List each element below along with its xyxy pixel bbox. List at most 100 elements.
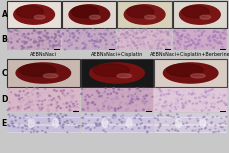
Ellipse shape (187, 45, 188, 46)
Ellipse shape (214, 40, 215, 41)
Ellipse shape (200, 46, 201, 47)
Ellipse shape (222, 31, 223, 32)
Ellipse shape (28, 119, 34, 127)
Ellipse shape (146, 95, 147, 96)
Ellipse shape (52, 45, 54, 46)
Ellipse shape (24, 37, 26, 38)
Ellipse shape (214, 125, 215, 126)
Ellipse shape (217, 97, 218, 98)
Ellipse shape (162, 106, 164, 107)
Ellipse shape (211, 103, 212, 104)
Ellipse shape (100, 36, 101, 37)
Bar (154, 127, 226, 128)
Ellipse shape (39, 108, 40, 109)
Ellipse shape (85, 114, 86, 115)
Text: AEBNsNaci: AEBNsNaci (30, 52, 57, 57)
Ellipse shape (156, 118, 157, 119)
Ellipse shape (144, 128, 145, 129)
Ellipse shape (91, 43, 93, 44)
Ellipse shape (118, 40, 119, 41)
Ellipse shape (216, 38, 217, 39)
Bar (80, 116, 153, 118)
Ellipse shape (15, 120, 16, 121)
Bar (154, 114, 226, 116)
Ellipse shape (118, 90, 120, 91)
Ellipse shape (126, 119, 131, 127)
Ellipse shape (142, 109, 144, 110)
Ellipse shape (136, 98, 137, 99)
Ellipse shape (24, 43, 25, 44)
Ellipse shape (157, 45, 158, 47)
Ellipse shape (12, 125, 13, 126)
Bar (7, 1, 61, 28)
Ellipse shape (32, 33, 33, 34)
Ellipse shape (177, 91, 178, 92)
Ellipse shape (174, 109, 175, 110)
Ellipse shape (18, 95, 19, 96)
Ellipse shape (43, 48, 45, 49)
Ellipse shape (32, 127, 33, 128)
Ellipse shape (135, 33, 137, 34)
Ellipse shape (188, 93, 189, 94)
Ellipse shape (220, 100, 221, 101)
Ellipse shape (58, 118, 60, 119)
Ellipse shape (89, 38, 90, 39)
Ellipse shape (61, 91, 62, 92)
Ellipse shape (173, 31, 175, 32)
Ellipse shape (177, 117, 178, 118)
Ellipse shape (94, 30, 95, 31)
Ellipse shape (37, 45, 39, 46)
Ellipse shape (111, 107, 112, 108)
Ellipse shape (133, 34, 134, 35)
Ellipse shape (165, 48, 166, 49)
Ellipse shape (202, 96, 203, 97)
Ellipse shape (150, 31, 152, 32)
Bar (7, 127, 79, 128)
Ellipse shape (121, 121, 122, 122)
Ellipse shape (40, 109, 42, 110)
Ellipse shape (140, 38, 142, 39)
Ellipse shape (62, 103, 64, 105)
Ellipse shape (71, 29, 72, 30)
Ellipse shape (77, 30, 79, 31)
Ellipse shape (17, 106, 19, 107)
Bar (80, 119, 153, 121)
Ellipse shape (95, 123, 97, 124)
Ellipse shape (194, 31, 195, 32)
Ellipse shape (156, 33, 157, 34)
Ellipse shape (214, 128, 215, 129)
Ellipse shape (40, 40, 41, 41)
Ellipse shape (160, 92, 162, 93)
Ellipse shape (222, 48, 223, 49)
Ellipse shape (74, 111, 76, 112)
Ellipse shape (147, 42, 148, 43)
Ellipse shape (197, 30, 198, 31)
Ellipse shape (44, 30, 46, 31)
Ellipse shape (211, 117, 213, 118)
Ellipse shape (49, 43, 50, 44)
Ellipse shape (138, 128, 139, 129)
Ellipse shape (199, 101, 200, 102)
Ellipse shape (50, 46, 51, 47)
Ellipse shape (28, 40, 30, 41)
Ellipse shape (198, 129, 199, 130)
Ellipse shape (169, 105, 170, 106)
Ellipse shape (155, 109, 156, 110)
Ellipse shape (76, 30, 77, 32)
Ellipse shape (104, 101, 106, 102)
Ellipse shape (47, 105, 49, 106)
Ellipse shape (222, 29, 223, 30)
Ellipse shape (93, 64, 129, 76)
Ellipse shape (199, 43, 200, 44)
Ellipse shape (12, 47, 13, 48)
Ellipse shape (180, 36, 182, 37)
Ellipse shape (84, 41, 85, 42)
Ellipse shape (136, 29, 138, 30)
Ellipse shape (155, 40, 156, 41)
Ellipse shape (94, 48, 95, 49)
Ellipse shape (11, 123, 12, 124)
Ellipse shape (202, 116, 204, 117)
Ellipse shape (128, 94, 130, 96)
Ellipse shape (138, 91, 139, 92)
Ellipse shape (201, 118, 202, 119)
